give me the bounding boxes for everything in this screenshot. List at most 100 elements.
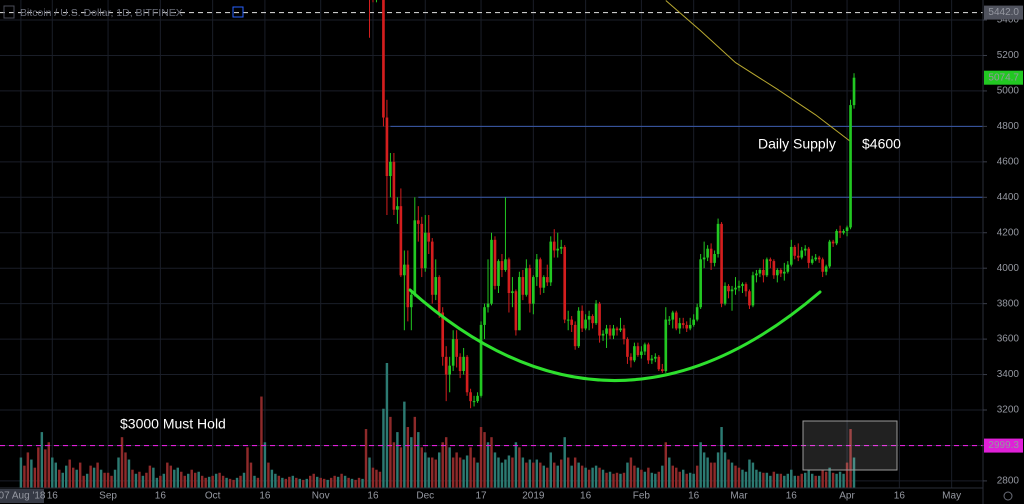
volume-bar <box>131 469 134 488</box>
candle-body <box>706 248 709 258</box>
volume-bar <box>106 472 110 488</box>
volume-bar <box>730 462 734 488</box>
y-tick-label: 3200 <box>997 405 1020 416</box>
candle-body <box>465 356 469 393</box>
volume-bar <box>528 459 532 488</box>
candle-body <box>709 248 713 263</box>
y-tick-label: 5200 <box>997 50 1020 61</box>
candle-body <box>720 223 723 304</box>
volume-bar <box>692 473 695 488</box>
candle-body <box>654 356 657 359</box>
candle-body <box>622 328 626 340</box>
volume-bar <box>779 473 783 488</box>
price-label: 5074.7 <box>988 72 1019 83</box>
candle-body <box>556 248 560 251</box>
candle-body <box>399 206 403 276</box>
volume-bar <box>643 471 647 488</box>
candle-body <box>559 246 563 249</box>
volume-bar <box>19 457 23 488</box>
candle-body <box>476 395 479 402</box>
candle-body <box>803 248 807 251</box>
candle-body <box>472 401 476 403</box>
volume-bar <box>518 447 521 488</box>
volume-bar <box>441 442 444 488</box>
candle-body <box>685 324 689 329</box>
candle-body <box>469 392 472 402</box>
candle-body <box>640 351 643 356</box>
volume-bar <box>298 478 302 488</box>
candle-body <box>796 255 800 258</box>
volume-bar <box>675 467 678 488</box>
volume-bar <box>444 437 448 488</box>
volume-bar <box>302 479 305 488</box>
volume-bar <box>103 472 106 488</box>
candle-body <box>458 356 462 372</box>
volume-bar <box>71 467 75 488</box>
y-tick-label: 3600 <box>997 334 1020 345</box>
volume-bar <box>831 472 835 488</box>
volume-bar <box>343 475 347 488</box>
volume-bar <box>159 475 162 488</box>
volume-bar <box>166 462 169 488</box>
volume-bar <box>695 465 699 488</box>
settings-icon[interactable] <box>1003 491 1013 501</box>
volume-bar <box>751 462 755 488</box>
candle-body <box>699 259 702 308</box>
candle-body <box>755 273 758 276</box>
volume-bar <box>793 475 796 488</box>
x-tick-label: Mar <box>730 491 748 502</box>
candle-body <box>486 303 490 308</box>
volume-bar <box>246 447 249 488</box>
candle-body <box>605 328 608 334</box>
x-tick-label: Apr <box>839 491 855 502</box>
volume-bar <box>347 477 350 488</box>
candle-body <box>507 259 511 294</box>
x-tick-label: 16 <box>786 491 798 502</box>
volume-bar <box>758 471 762 488</box>
volume-bar <box>685 473 688 488</box>
volume-bar <box>835 473 838 488</box>
volume-bar <box>44 449 47 488</box>
x-tick-label: Nov <box>312 491 330 502</box>
volume-bar <box>786 473 790 488</box>
volume-bar <box>152 467 155 488</box>
candle-body <box>382 0 385 118</box>
moving-average <box>665 0 851 142</box>
candle-body <box>587 316 591 320</box>
volume-bar <box>427 457 430 488</box>
volume-bar <box>790 469 793 488</box>
candle-body <box>566 319 570 321</box>
drawings: Daily Supply $4600 $3000 Must Hold Bitco… <box>3 5 901 471</box>
volume-bar <box>309 475 312 488</box>
volume-bar <box>235 477 239 488</box>
candle-body <box>504 259 507 270</box>
candle-body <box>629 356 633 361</box>
price-label-box <box>984 70 1023 85</box>
volume-bar <box>601 469 605 488</box>
chart-title: Bitcoin / U.S. Dollar, 1D, BITFINEX <box>20 7 183 19</box>
volume-bar <box>612 473 615 488</box>
candle-body <box>594 303 598 324</box>
price-label: 2999.3 <box>988 440 1019 451</box>
candle-body <box>479 324 483 396</box>
volume-bar <box>688 472 692 488</box>
volume-bar <box>413 416 417 488</box>
volume-bar <box>183 475 186 488</box>
candle-body <box>772 261 776 276</box>
volume-bar <box>232 479 235 488</box>
volume-bar <box>364 429 368 488</box>
candle-body <box>807 248 811 263</box>
volume-bar <box>807 469 810 488</box>
volume-bar <box>211 475 214 488</box>
candle-body <box>535 259 539 278</box>
x-tick-label: 16 <box>259 491 271 502</box>
volume-bar <box>465 455 469 488</box>
volume-bar <box>852 457 856 488</box>
volume-bar <box>277 475 281 488</box>
volume-bar <box>396 432 399 488</box>
volume-bar <box>256 477 260 488</box>
volume-bar <box>61 472 64 488</box>
candle-body <box>789 246 793 265</box>
